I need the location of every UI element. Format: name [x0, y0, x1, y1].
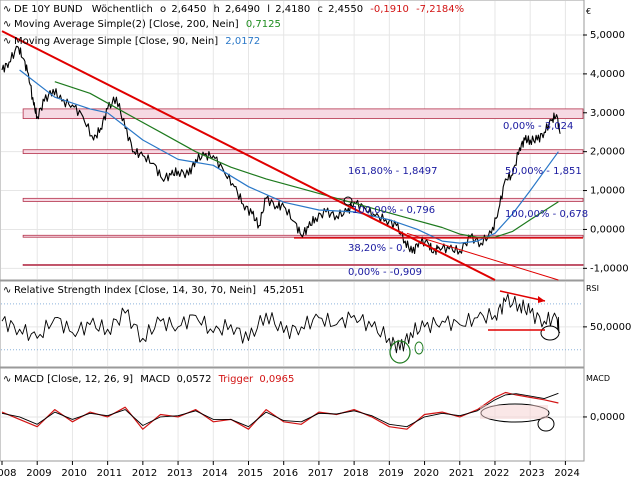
low-value: 2,4180: [275, 4, 310, 15]
x-tick-label: 2011: [97, 468, 122, 479]
price-ytick-label: 0,0000: [590, 224, 625, 235]
price-ytick-label: 4,0000: [590, 69, 625, 80]
svg-text:DE 10Y BUND Wöchentlich: DE 10Y BUND Wöchentlich o 2,6450 h 2,649…: [14, 4, 464, 15]
close-value: 2,4550: [328, 4, 363, 15]
series-rsi: [1, 293, 561, 354]
ma200-icon: ∿: [3, 19, 11, 30]
high-value: 2,6490: [225, 4, 260, 15]
macd-word: MACD: [140, 374, 170, 385]
open-value: 2,6450: [171, 4, 206, 15]
high-label: h: [214, 4, 220, 15]
fib-band: [22, 108, 584, 120]
rsi-unit-label: RSI: [586, 284, 599, 293]
macd-unit-label: MACD: [586, 374, 610, 383]
fib-label-38: 38,20% - 0,: [348, 243, 406, 254]
x-tick-label: 2009: [26, 468, 51, 479]
x-tick-label: 2015: [237, 468, 262, 479]
interval-label: Wöchentlich: [92, 4, 153, 15]
fib-label-161: 161,80% - 1,8497: [348, 166, 437, 177]
price-ytick-label: 3,0000: [590, 108, 625, 119]
x-tick-label: 2020: [414, 468, 439, 479]
trigger-value: 0,0965: [259, 374, 294, 385]
open-label: o: [160, 4, 166, 15]
instrument-name: DE 10Y BUND: [14, 4, 83, 15]
fib-label-100-left: 100,00% - 0,796: [352, 205, 435, 216]
price-unit-label: €: [586, 7, 591, 16]
annotation-layer: [294, 196, 583, 432]
rsi-icon: ∿: [3, 285, 11, 296]
macd-icon: ∿: [3, 374, 11, 385]
svg-text:MACD [Close, 12, 26, 9] MA: MACD [Close, 12, 26, 9] MACD 0,0572 Trig…: [14, 374, 294, 385]
x-tick-label: 2013: [167, 468, 192, 479]
x-tick-label: 2017: [308, 468, 333, 479]
svg-text:Relative Strength Index [Close: Relative Strength Index [Close, 14, 30, …: [14, 285, 305, 296]
arrow-head-icon: [538, 296, 545, 303]
price-pane: [0, 0, 585, 281]
rsi-legend: Relative Strength Index [Close, 14, 30, …: [14, 285, 256, 296]
fib-label-50: 50,00% - 1,851: [505, 166, 582, 177]
rsi-downtrend-arrow: [499, 290, 546, 302]
fib-band: [22, 149, 584, 155]
price-ytick-label: -1,0000: [590, 263, 629, 274]
fib-label-100-right: 100,00% - 0,678: [505, 209, 588, 220]
rsi-ytick-label: 50,0000: [590, 322, 631, 333]
macd-legend: MACD [Close, 12, 26, 9]: [14, 374, 133, 385]
x-tick-label: 2023: [519, 468, 544, 479]
close-label: c: [317, 4, 323, 15]
rsi-value: 45,2051: [263, 285, 304, 296]
rsi-circle-annotation-small: [414, 341, 424, 355]
pivot-marker: [343, 196, 353, 206]
x-tick-label: 2022: [484, 468, 509, 479]
change-percent: -7,2184%: [416, 4, 464, 15]
svg-text:Moving Average Simple(2) [Clos: Moving Average Simple(2) [Close, 200, Ne…: [14, 19, 281, 30]
x-tick-label: 2019: [378, 468, 403, 479]
macd-ytick-label: 0,0000: [590, 412, 625, 423]
price-ytick-label: 1,0000: [590, 186, 625, 197]
price-ytick-label: 2,0000: [590, 147, 625, 158]
price-ytick-label: 5,0000: [590, 30, 625, 41]
fib-label-0-top: 0,00% - 3,024: [503, 121, 573, 132]
series-trend2: [406, 232, 559, 281]
x-tick-label: 2021: [449, 468, 474, 479]
fib-band: [22, 264, 584, 266]
x-tick-label: 2024: [554, 468, 579, 479]
fib-label-0-bottom: 0,00% - -0,909: [348, 267, 422, 278]
ma200-legend: Moving Average Simple(2) [Close, 200, Ne…: [14, 19, 239, 30]
series-ma200: [54, 81, 559, 238]
fib-band: [22, 197, 584, 202]
axis-layer: 5,0000 4,0000 3,0000 2,0000 1,0000 0,0000 -1,0…: [0, 30, 631, 479]
x-tick-label: 2014: [202, 468, 227, 479]
change-value: -0,1910: [370, 4, 409, 15]
instrument-icon: ∿: [3, 4, 11, 15]
ma90-icon: ∿: [3, 36, 11, 47]
svg-text:Moving Average Simple [Close,: Moving Average Simple [Close, 90, Nein] …: [14, 36, 260, 47]
x-tick-label: 2012: [132, 468, 157, 479]
macd-value: 0,0572: [176, 374, 211, 385]
rsi-circle-annotation: [389, 340, 411, 364]
macd-highlight: [480, 405, 548, 419]
ma90-value: 2,0172: [225, 36, 260, 47]
rsi-circle-annotation-end: [540, 325, 560, 341]
x-tick-label: 2016: [273, 468, 298, 479]
trigger-word: Trigger: [218, 374, 254, 385]
x-tick-label: 2008: [0, 468, 16, 479]
x-tick-label: 2018: [343, 468, 368, 479]
ma90-legend: Moving Average Simple [Close, 90, Nein]: [14, 36, 218, 47]
ma200-value: 0,7125: [246, 19, 281, 30]
series-ma90: [19, 69, 559, 244]
low-label: l: [267, 4, 270, 15]
x-tick-label: 2010: [61, 468, 86, 479]
rsi-pane: [0, 280, 585, 368]
